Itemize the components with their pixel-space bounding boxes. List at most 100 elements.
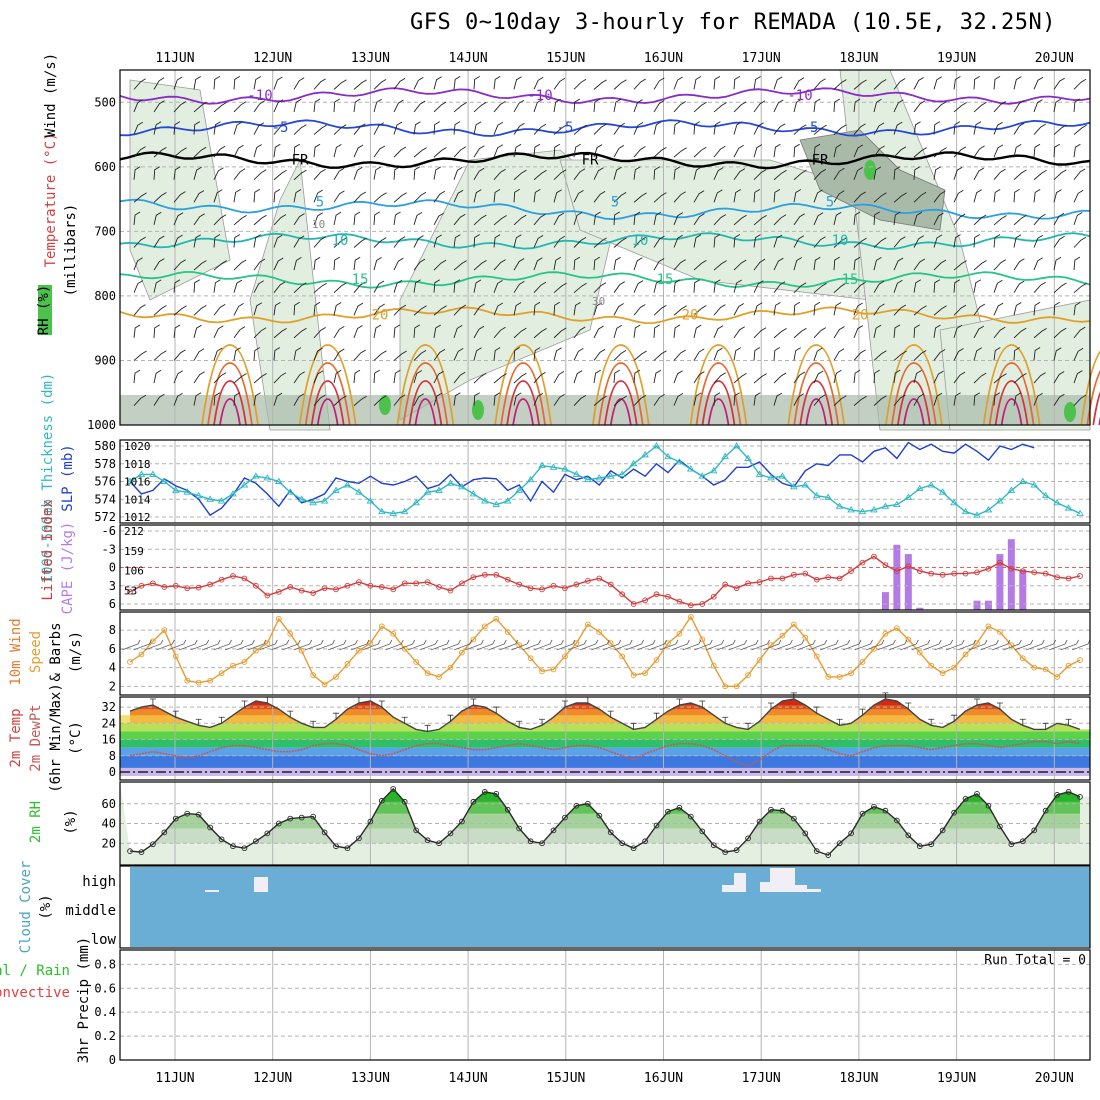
lifted-index-point xyxy=(596,575,603,582)
wind-barb xyxy=(853,167,863,180)
lifted-index-point xyxy=(230,573,236,579)
wind-barb xyxy=(553,212,565,226)
isotherm-label: 15 xyxy=(657,272,674,288)
cloud-layer-label: middle xyxy=(65,903,116,919)
wind-barb xyxy=(253,347,261,361)
wind-barb xyxy=(793,393,804,406)
thickness-point xyxy=(240,481,249,488)
y-tick-label: 574 xyxy=(94,492,116,506)
thickness-point xyxy=(171,486,180,493)
wind-barb xyxy=(893,279,903,293)
wind-barb xyxy=(1073,212,1083,226)
wind-barb xyxy=(833,124,847,135)
wind-barb xyxy=(453,348,464,361)
surface-isotherm-loop xyxy=(787,344,846,426)
isotherm-label: 20 xyxy=(682,307,699,323)
wind-speed-point xyxy=(504,629,511,635)
wind-barb xyxy=(613,256,621,271)
lifted-index-point xyxy=(1077,573,1083,579)
wind-barb xyxy=(593,349,606,361)
wind-barb xyxy=(213,279,221,293)
wind-barb xyxy=(953,166,963,180)
wind-barb xyxy=(333,144,342,158)
wind-barb xyxy=(653,350,667,361)
wind-barb-10m xyxy=(820,639,839,651)
isotherm-15 xyxy=(119,271,1091,289)
rh2m-point xyxy=(687,813,694,820)
minmax-whisker xyxy=(996,702,1003,710)
wind-barb xyxy=(313,236,326,248)
wind-barb xyxy=(413,235,424,248)
wind-barb xyxy=(973,372,987,384)
surface-isotherm-loop xyxy=(988,362,1035,426)
wind-barb xyxy=(133,257,143,271)
wind-barb xyxy=(413,393,424,406)
x-tick-label-bottom: 14JUN xyxy=(449,1071,488,1086)
rh2m-point xyxy=(951,809,957,816)
y-tick-label-right: 159 xyxy=(124,545,144,558)
wind-barb xyxy=(733,101,747,113)
wind-barb xyxy=(1013,347,1020,361)
wind-barb xyxy=(793,77,805,90)
wind-barb xyxy=(973,189,982,203)
y-tick-label: 20 xyxy=(102,836,116,850)
wind-speed-point xyxy=(459,649,465,656)
lifted-index-point xyxy=(562,585,568,592)
wind-barb xyxy=(213,145,226,158)
wind-barb xyxy=(753,215,767,226)
panel-frame-prec xyxy=(119,949,1091,1061)
isotherm-label: 10 xyxy=(632,233,649,249)
wind-barb xyxy=(913,191,927,203)
thickness-point xyxy=(847,506,855,513)
wind-speed-point xyxy=(1077,657,1083,663)
wind-barb xyxy=(693,101,707,113)
wind-barb xyxy=(753,169,767,181)
wind-barb xyxy=(773,372,787,384)
wind-barb xyxy=(133,166,141,180)
wind-barb xyxy=(553,282,567,294)
wind-barb xyxy=(933,147,947,158)
wind-barb xyxy=(513,327,527,339)
wind-barb xyxy=(133,99,143,113)
wind-barb xyxy=(353,281,366,293)
wind-barb xyxy=(193,392,202,406)
y-axis-label: Wind (m/s) xyxy=(43,53,59,137)
wind-barb xyxy=(153,147,167,158)
wind-barb xyxy=(633,211,641,225)
wind-barb xyxy=(473,76,480,90)
panel-frame-wind xyxy=(119,611,1091,696)
x-tick-label-bottom: 12JUN xyxy=(253,1071,292,1086)
wind-barb xyxy=(473,325,485,339)
lifted-index-point xyxy=(504,576,511,583)
x-tick-label-bottom: 20JUN xyxy=(1035,1071,1074,1086)
minmax-whisker xyxy=(401,716,408,724)
wind-barb xyxy=(933,166,941,180)
y-tick-label-right: 106 xyxy=(124,565,144,578)
wind-barb xyxy=(393,257,404,271)
wind-barb xyxy=(333,326,345,339)
wind-barb xyxy=(1033,281,1046,293)
wind-barb xyxy=(273,234,283,248)
wind-barb xyxy=(793,257,802,271)
wind-barb xyxy=(593,98,601,112)
wind-speed-point xyxy=(367,640,374,647)
thickness-point xyxy=(378,507,386,515)
minmax-whisker xyxy=(493,706,500,714)
precip-legend-convective: Convective xyxy=(0,985,70,1001)
minmax-whisker xyxy=(195,718,202,726)
rh-clip xyxy=(120,782,1090,856)
wind-barb xyxy=(1073,98,1081,112)
wind-speed-point xyxy=(344,660,351,667)
wind-barb xyxy=(473,121,482,135)
wind-barb xyxy=(773,169,787,181)
wind-barb xyxy=(393,99,404,113)
wind-barb xyxy=(1053,143,1060,158)
y-axis-label: Temperature (°C) xyxy=(43,133,59,268)
isotherm-label: -5 xyxy=(557,120,574,136)
isotherm-10 xyxy=(119,232,1091,250)
cloud-layer-label: low xyxy=(91,932,117,948)
rh2m-point xyxy=(1054,792,1060,798)
wind-barb xyxy=(493,121,504,135)
wind-barb xyxy=(313,78,326,90)
wind-barb-10m xyxy=(762,639,782,651)
